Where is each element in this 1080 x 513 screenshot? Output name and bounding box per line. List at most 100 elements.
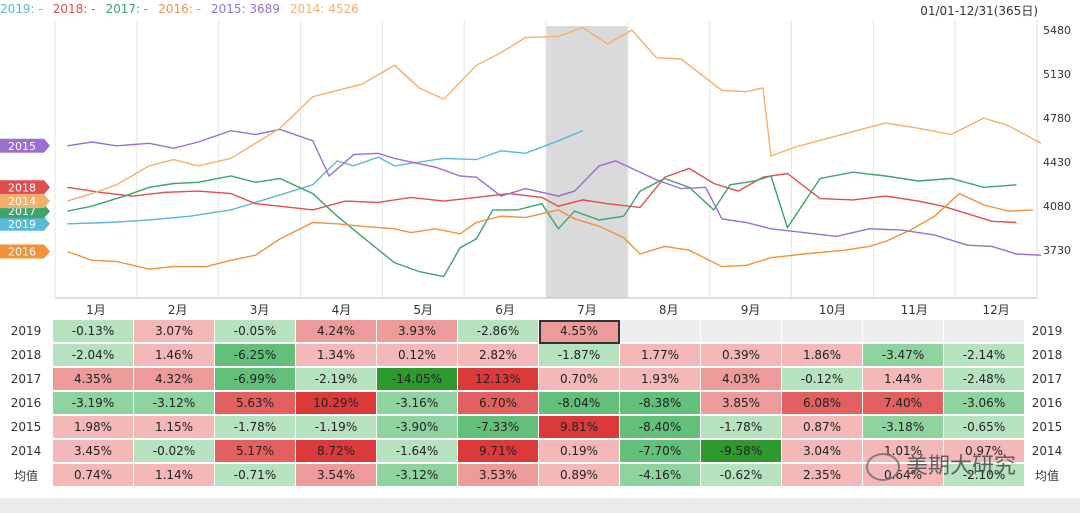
table-cell[interactable]: 4.55% (539, 320, 620, 344)
table-cell[interactable] (620, 320, 701, 344)
table-cell[interactable]: 1.14% (134, 464, 215, 488)
table-cell[interactable]: 1.77% (620, 344, 701, 368)
table-cell[interactable]: 0.87% (782, 416, 863, 440)
table-cell[interactable]: -6.99% (215, 368, 296, 392)
table-cell[interactable]: 0.19% (539, 440, 620, 464)
table-cell[interactable]: 3.07% (134, 320, 215, 344)
table-cell[interactable]: -14.05% (377, 368, 458, 392)
table-cell[interactable]: 1.46% (134, 344, 215, 368)
table-cell[interactable]: 3.54% (296, 464, 377, 488)
table-cell[interactable]: -7.33% (458, 416, 539, 440)
table-cell[interactable]: 5.63% (215, 392, 296, 416)
series-tag-2019: 2019 (0, 216, 50, 231)
table-cell[interactable]: 9.71% (458, 440, 539, 464)
legend-item[interactable]: 2015: 3689 (210, 2, 280, 16)
table-cell[interactable]: -0.05% (215, 320, 296, 344)
table-cell[interactable]: 1.01% (863, 440, 944, 464)
watermark: 美期大研究 (866, 448, 1016, 481)
table-cell[interactable]: -0.62% (701, 464, 782, 488)
table-cell[interactable]: -0.13% (53, 320, 134, 344)
table-cell[interactable]: 9.81% (539, 416, 620, 440)
legend-item[interactable]: 2014: 4526 (289, 2, 359, 16)
table-cell[interactable]: -2.19% (296, 368, 377, 392)
table-cell[interactable]: -2.10% (944, 464, 1025, 488)
table-cell[interactable]: 0.12% (377, 344, 458, 368)
table-cell[interactable]: 6.70% (458, 392, 539, 416)
table-cell[interactable]: 3.85% (701, 392, 782, 416)
table-cell[interactable] (863, 320, 944, 344)
table-cell[interactable]: 6.08% (782, 392, 863, 416)
table-cell[interactable]: 3.53% (458, 464, 539, 488)
legend-item[interactable]: 2019: - (0, 2, 43, 16)
table-cell[interactable]: -2.48% (944, 368, 1025, 392)
table-cell[interactable]: 2.82% (458, 344, 539, 368)
table-cell[interactable]: 7.40% (863, 392, 944, 416)
table-cell[interactable]: -1.78% (701, 416, 782, 440)
table-cell[interactable]: 12.13% (458, 368, 539, 392)
table-cell[interactable]: -1.78% (215, 416, 296, 440)
table-cell[interactable]: 2.35% (782, 464, 863, 488)
table-cell[interactable]: -6.25% (215, 344, 296, 368)
series-tag-label: 2019 (8, 218, 36, 231)
table-cell[interactable]: -8.40% (620, 416, 701, 440)
table-cell[interactable]: -2.04% (53, 344, 134, 368)
table-cell[interactable]: 1.34% (296, 344, 377, 368)
table-cell[interactable]: 0.89% (539, 464, 620, 488)
table-cell[interactable]: 3.93% (377, 320, 458, 344)
table-cell[interactable]: -0.12% (782, 368, 863, 392)
table-cell[interactable] (782, 320, 863, 344)
table-cell[interactable]: 1.44% (863, 368, 944, 392)
table-cell[interactable]: 10.29% (296, 392, 377, 416)
table-cell[interactable]: -3.19% (53, 392, 134, 416)
table-cell[interactable]: -8.38% (620, 392, 701, 416)
table-cell[interactable]: -3.16% (377, 392, 458, 416)
legend-item[interactable]: 2017: - (105, 2, 149, 16)
table-cell[interactable]: -4.16% (620, 464, 701, 488)
table-cell[interactable]: -9.58% (701, 440, 782, 464)
table-cell[interactable]: 0.39% (701, 344, 782, 368)
table-cell[interactable]: -3.12% (134, 392, 215, 416)
table-cell[interactable]: -3.06% (944, 392, 1025, 416)
series-tag-label: 2015 (8, 140, 36, 153)
table-cell[interactable]: 1.86% (782, 344, 863, 368)
table-cell[interactable]: -8.04% (539, 392, 620, 416)
table-cell[interactable]: -0.71% (215, 464, 296, 488)
watermark-text: 美期大研究 (906, 454, 1017, 479)
table-cell[interactable]: -1.19% (296, 416, 377, 440)
table-cell[interactable]: -1.87% (539, 344, 620, 368)
table-cell[interactable]: 3.45% (53, 440, 134, 464)
table-cell[interactable]: -3.47% (863, 344, 944, 368)
table-cell[interactable]: -2.14% (944, 344, 1025, 368)
table-cell[interactable]: 0.97% (944, 440, 1025, 464)
table-cell[interactable]: 3.04% (782, 440, 863, 464)
table-cell[interactable]: 8.72% (296, 440, 377, 464)
table-cell[interactable]: -7.70% (620, 440, 701, 464)
table-cell[interactable]: -3.12% (377, 464, 458, 488)
table-cell[interactable]: 4.24% (296, 320, 377, 344)
table-cell[interactable]: 1.15% (134, 416, 215, 440)
table-cell[interactable]: 1.98% (53, 416, 134, 440)
row-year-label: 2017 (0, 368, 53, 392)
table-cell[interactable]: 4.32% (134, 368, 215, 392)
table-cell[interactable] (701, 320, 782, 344)
x-tick-label: 2月 (168, 303, 188, 317)
table-cell[interactable]: 5.17% (215, 440, 296, 464)
table-cell[interactable]: 0.74% (53, 464, 134, 488)
line-chart[interactable]: 3730 4080 4430 4780 5130 5480 1月 2月 3月 4月 5月 6月 7月 8月… (0, 0, 1080, 320)
table-cell[interactable]: 1.93% (620, 368, 701, 392)
row-year-label-right: 2018 (1025, 344, 1070, 368)
table-cell[interactable]: 4.35% (53, 368, 134, 392)
table-cell[interactable]: -1.64% (377, 440, 458, 464)
series-tag-2015: 2015 (0, 138, 50, 153)
table-cell[interactable]: -3.18% (863, 416, 944, 440)
table-cell[interactable]: 4.03% (701, 368, 782, 392)
legend-item[interactable]: 2016: - (158, 2, 201, 16)
table-cell[interactable]: -0.02% (134, 440, 215, 464)
chart-legend: 2019: - 2018: - 2017: - 2016: - 2015: 3689 20… (0, 2, 369, 16)
table-cell[interactable]: -2.86% (458, 320, 539, 344)
table-cell[interactable] (944, 320, 1025, 344)
table-cell[interactable]: -3.90% (377, 416, 458, 440)
legend-item[interactable]: 2018: - (52, 2, 96, 16)
table-cell[interactable]: -0.65% (944, 416, 1025, 440)
table-cell[interactable]: 0.70% (539, 368, 620, 392)
